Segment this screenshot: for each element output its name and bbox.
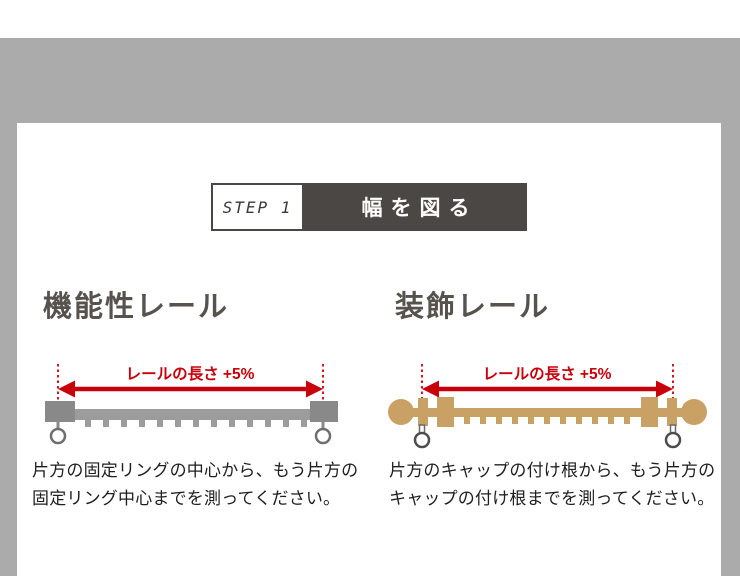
step-title-box: 幅を図る <box>304 183 527 231</box>
finial-ball-right <box>681 399 707 425</box>
decorative-rail-description: 片方のキャップの付け根から、もう片方のキャップの付け根までを測ってください。 <box>389 461 716 508</box>
hook-ring-icon-right <box>664 424 682 449</box>
measure-label-right: レールの長さ +5% <box>483 365 612 383</box>
rail-runner-teeth <box>85 420 307 427</box>
functional-rail-heading: 機能性レール <box>43 291 230 323</box>
measure-annotation-left: レールの長さ +5% <box>57 364 324 428</box>
mount-bracket-left <box>437 397 454 427</box>
step-title: 幅を図る <box>361 197 478 220</box>
content-card: STEP 1 幅を図る 機能性レール 装飾レール レールの長さ +5% <box>17 123 721 576</box>
fixed-ring-icon-right <box>314 422 332 445</box>
double-arrow-icon <box>58 380 323 398</box>
cap-base-left <box>418 398 428 426</box>
step-number-label: STEP 1 <box>222 197 293 217</box>
functional-rail-art <box>45 401 338 445</box>
gray-frame: STEP 1 幅を図る 機能性レール 装飾レール レールの長さ +5% <box>0 38 740 576</box>
measure-label-left: レールの長さ +5% <box>126 365 255 383</box>
step-number-box: STEP 1 <box>211 183 304 231</box>
decorative-rail-art <box>388 397 707 427</box>
mount-bracket-right <box>641 397 658 427</box>
functional-rail-description: 片方の固定リングの中心から、もう片方の固定リング中心までを測ってください。 <box>32 461 359 508</box>
decorative-rail-heading: 装飾レール <box>395 291 551 323</box>
functional-rail-diagram: レールの長さ +5% <box>45 364 338 445</box>
step-badge: STEP 1 幅を図る <box>211 183 527 231</box>
rail-runner-teeth <box>464 417 630 424</box>
finial-ball-left <box>388 399 414 425</box>
cap-base-right <box>667 398 677 426</box>
decorative-rail-diagram: レールの長さ +5% <box>388 364 707 449</box>
fixed-ring-icon-left <box>49 422 67 445</box>
double-arrow-icon <box>422 380 673 398</box>
hook-ring-icon-left <box>413 424 431 449</box>
